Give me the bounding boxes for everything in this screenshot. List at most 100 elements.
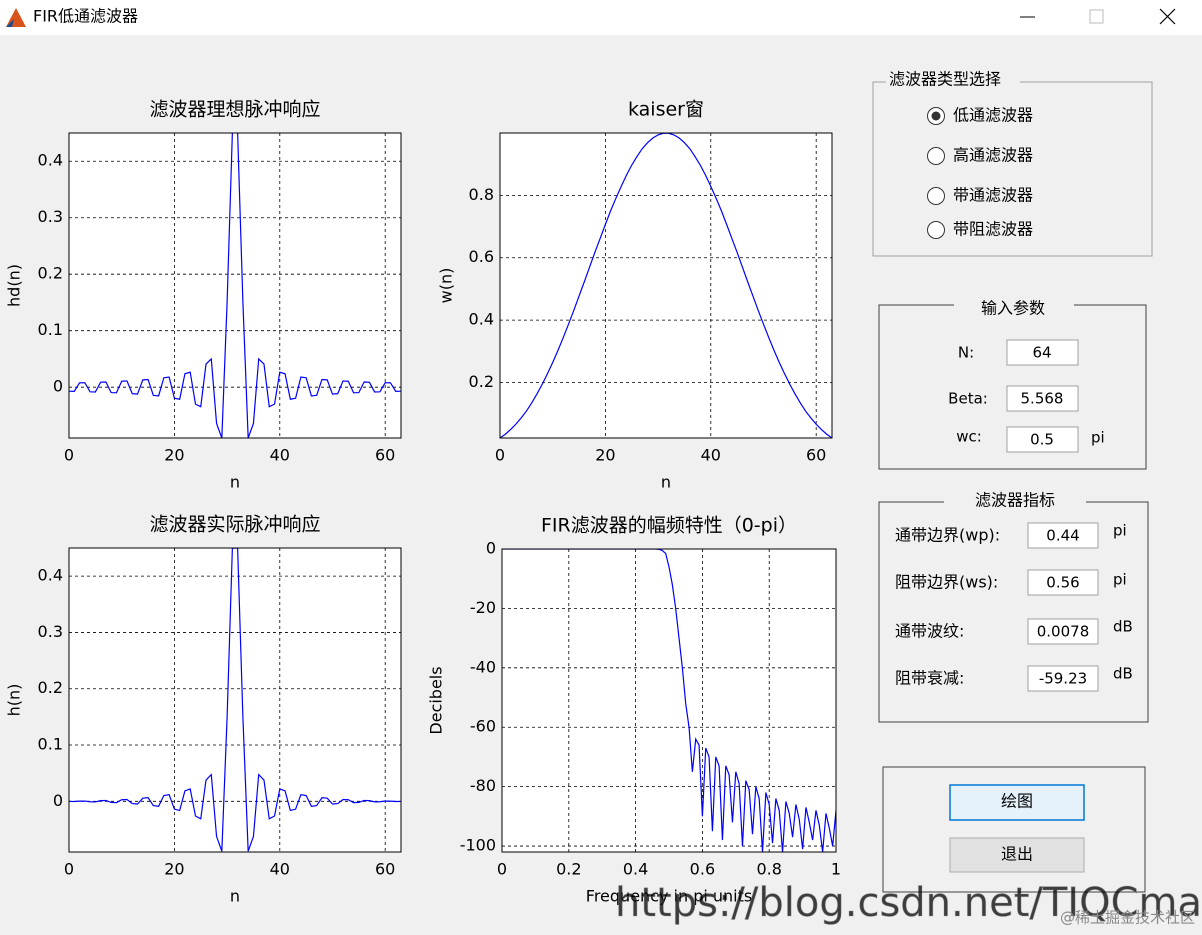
x-tick-label: 0.6 xyxy=(690,860,715,879)
spec-fields: 通带边界(wp): 0.44 pi 阻带边界(ws): 0.56 pi 通带波纹: 0.007… xyxy=(895,522,1133,692)
y-tick-label: 0.1 xyxy=(38,735,63,754)
button[interactable] xyxy=(949,837,1085,873)
x-tick-label: 20 xyxy=(164,446,184,465)
y-tick-label: 0.4 xyxy=(38,566,63,585)
text-input[interactable] xyxy=(1027,569,1099,596)
data-line xyxy=(502,549,836,852)
plot-area xyxy=(69,133,401,438)
y-tick-label: 0.2 xyxy=(469,372,494,391)
input-value: 0.5 xyxy=(1030,431,1054,449)
chart: 0 0.2 0.4 0.6 0.8 1 0 -20 -40 -60 -80 -100 FIR滤波器的幅频… xyxy=(427,515,842,906)
y-tick-label: 0.2 xyxy=(38,678,63,697)
input-value: 0.44 xyxy=(1046,527,1079,545)
chart-title: 滤波器实际脉冲响应 xyxy=(149,514,320,536)
text-input[interactable] xyxy=(1027,665,1099,692)
panel-frame xyxy=(882,766,1146,893)
x-tick-label: 0.8 xyxy=(756,860,781,879)
maximize-button[interactable] xyxy=(1089,9,1104,24)
y-tick-label: 0.2 xyxy=(38,264,63,283)
input-value: 0.56 xyxy=(1046,574,1079,592)
radio-dot xyxy=(931,111,941,121)
field-label: 通带波纹: xyxy=(895,622,964,641)
radio-label: 低通滤波器 xyxy=(953,106,1033,125)
input-value: -59.23 xyxy=(1039,670,1087,688)
plot-frame xyxy=(499,132,833,439)
x-tick-label: 60 xyxy=(375,446,395,465)
y-tick-label: 0.4 xyxy=(38,151,63,170)
panel-title: 滤波器类型选择 xyxy=(889,70,1001,89)
x-tick-label: 0 xyxy=(495,446,505,465)
x-axis-label: Frequency in pi units xyxy=(586,887,752,906)
x-tick-label: 0 xyxy=(64,446,74,465)
x-tick-label: 20 xyxy=(164,860,184,879)
radio-button[interactable] xyxy=(927,187,945,205)
input-value: 64 xyxy=(1032,344,1051,362)
app-icon xyxy=(6,8,26,27)
y-tick-label: 0 xyxy=(53,791,63,810)
y-axis-label: hd(n) xyxy=(5,264,24,307)
plot-area xyxy=(502,549,836,852)
button-label: 绘图 xyxy=(1001,792,1033,811)
plot-area xyxy=(500,133,832,438)
x-tick-label: 0.2 xyxy=(556,860,581,879)
y-tick-label: 0.1 xyxy=(38,320,63,339)
x-tick-label: 1 xyxy=(831,860,841,879)
y-axis-label: Decibels xyxy=(427,666,446,734)
unit-label: pi xyxy=(1113,571,1127,589)
field-label: wc: xyxy=(956,428,982,446)
chart: 0 20 40 60 0 0.1 0.2 0.3 0.4 滤波器实际脉冲响应 n h(n) xyxy=(5,514,402,906)
x-axis-label: n xyxy=(230,473,240,492)
button[interactable] xyxy=(949,784,1085,821)
radio-button[interactable] xyxy=(927,147,945,165)
radio-label: 带通滤波器 xyxy=(953,186,1033,205)
field-label: N: xyxy=(958,344,974,362)
unit-label: pi xyxy=(1113,522,1127,540)
y-tick-label: -100 xyxy=(460,836,496,855)
x-tick-label: 60 xyxy=(806,446,826,465)
close-button[interactable] xyxy=(1159,8,1176,25)
panel-title: 输入参数 xyxy=(981,299,1045,318)
input-value: 0.0078 xyxy=(1037,623,1090,641)
y-axis-label: h(n) xyxy=(5,684,24,717)
watermark: https://blog.csdn.net/TIQCmatlab xyxy=(615,880,1202,926)
panel-title-bg xyxy=(886,70,1020,92)
x-axis-label: n xyxy=(230,887,240,906)
chart-title: kaiser窗 xyxy=(628,99,704,121)
radio-label: 带阻滤波器 xyxy=(953,220,1033,239)
field-label: 阻带边界(ws): xyxy=(895,573,998,592)
title-bar xyxy=(0,0,1202,35)
chart: 0 20 40 60 0.2 0.4 0.6 0.8 kaiser窗 n w(n) xyxy=(437,99,833,492)
y-axis-label: w(n) xyxy=(437,268,456,304)
y-tick-label: -40 xyxy=(470,657,496,676)
text-input[interactable] xyxy=(1006,385,1079,412)
y-tick-label: 0.6 xyxy=(469,247,494,266)
text-input[interactable] xyxy=(1006,339,1079,366)
watermark: @稀土掘金技术社区 xyxy=(1060,909,1195,927)
y-tick-label: -80 xyxy=(470,776,496,795)
charts: 0 20 40 60 0 0.1 0.2 0.3 0.4 滤波器理想脉冲响应 n hd(n) 0 20 40… xyxy=(5,99,842,906)
text-input[interactable] xyxy=(1006,426,1079,453)
unit-label: pi xyxy=(1091,429,1105,447)
text-input[interactable] xyxy=(1027,522,1099,549)
panel-title-bg xyxy=(954,296,1074,316)
plot-frame xyxy=(68,547,402,853)
radio-button[interactable] xyxy=(927,221,945,239)
x-tick-label: 40 xyxy=(270,860,290,879)
x-tick-label: 40 xyxy=(270,446,290,465)
x-tick-label: 0 xyxy=(64,860,74,879)
radio-label: 高通滤波器 xyxy=(953,146,1033,165)
x-tick-label: 20 xyxy=(595,446,615,465)
y-tick-label: -20 xyxy=(470,598,496,617)
y-tick-label: 0.3 xyxy=(38,207,63,226)
text-input[interactable] xyxy=(1027,618,1099,645)
y-tick-label: 0 xyxy=(53,377,63,396)
x-tick-label: 60 xyxy=(375,860,395,879)
button-label: 退出 xyxy=(1001,845,1033,864)
data-line xyxy=(69,133,401,438)
chart-title: 滤波器理想脉冲响应 xyxy=(149,99,320,121)
chart: 0 20 40 60 0 0.1 0.2 0.3 0.4 滤波器理想脉冲响应 n hd(n) xyxy=(5,99,402,492)
y-tick-label: 0.8 xyxy=(469,185,494,204)
window-title: FIR低通滤波器 xyxy=(33,7,138,26)
